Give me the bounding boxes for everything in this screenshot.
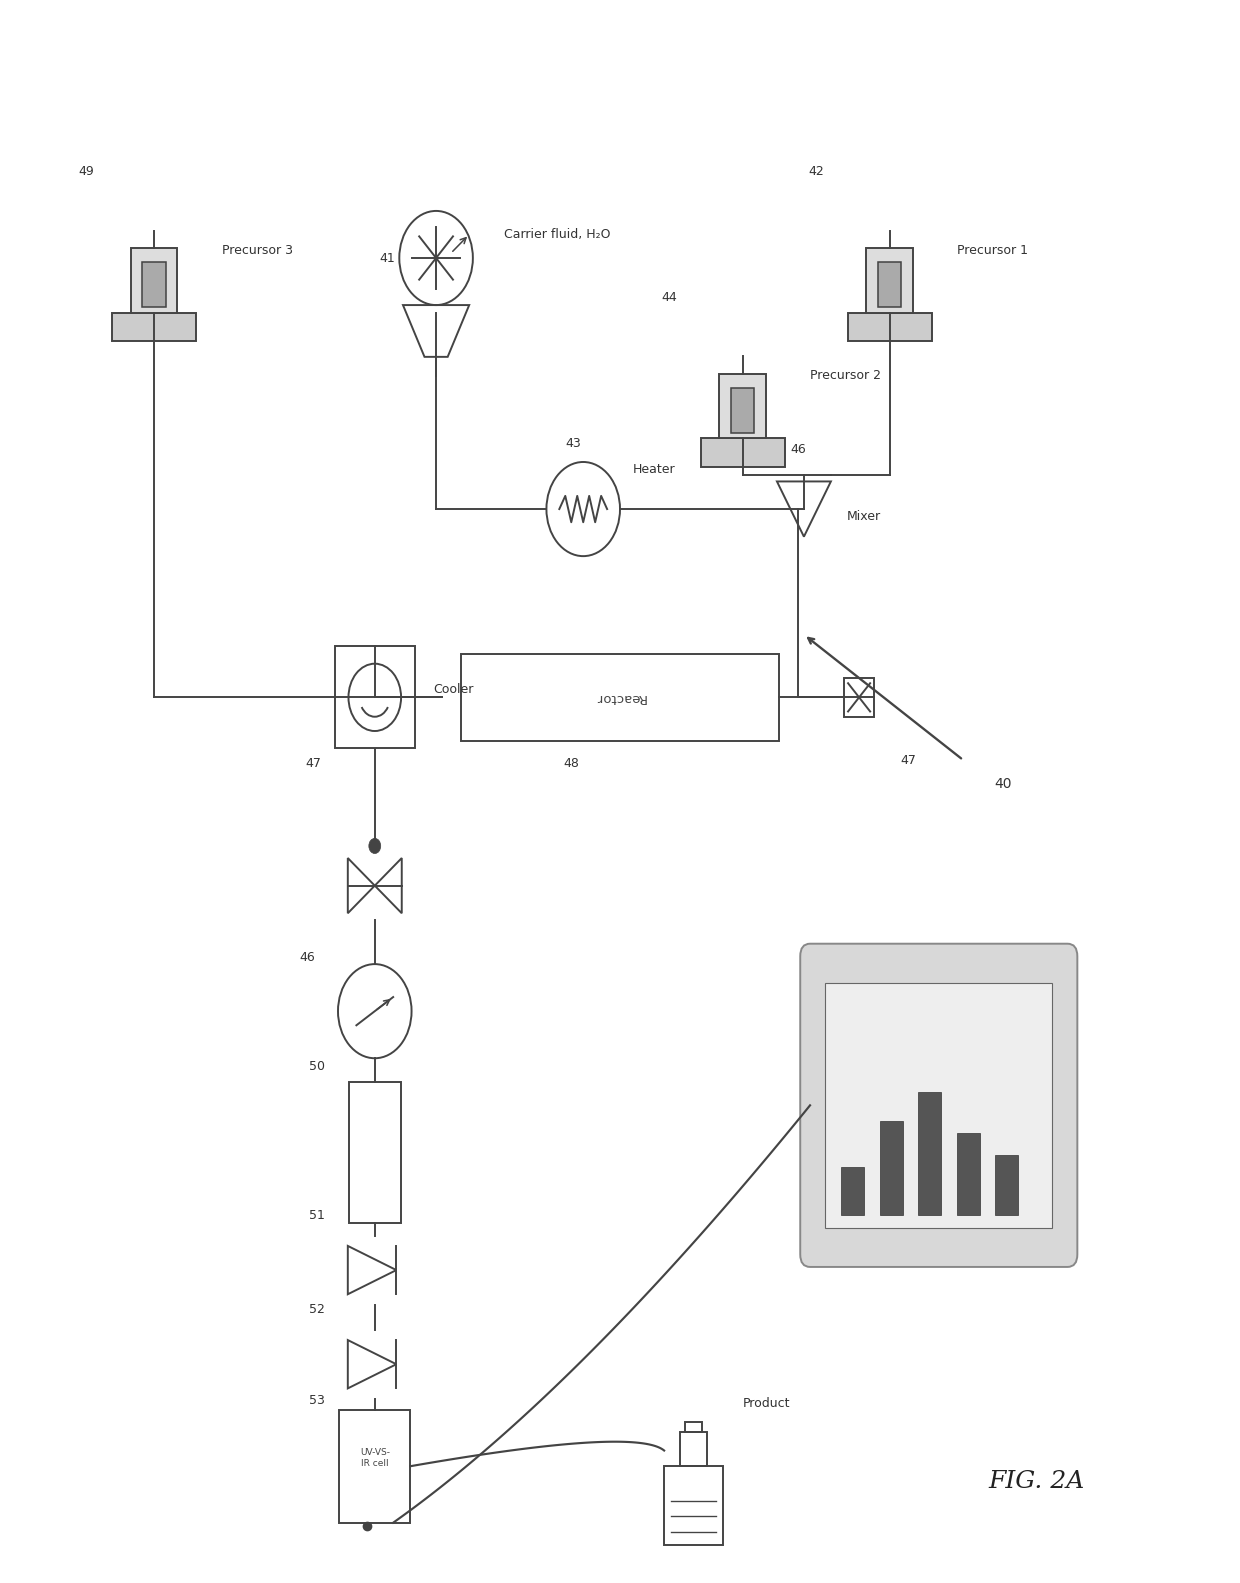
FancyBboxPatch shape [800, 943, 1078, 1266]
Text: Heater: Heater [632, 464, 675, 476]
Text: 42: 42 [808, 165, 825, 179]
Text: Cooler: Cooler [434, 682, 474, 697]
Bar [730, 388, 754, 432]
Bar [996, 1156, 1018, 1216]
Text: 49: 49 [79, 165, 94, 179]
Bar [826, 983, 1052, 1227]
Text: FIG. 2A: FIG. 2A [988, 1471, 1085, 1493]
Text: Precursor 2: Precursor 2 [810, 369, 882, 382]
Bar [460, 654, 780, 741]
Text: 44: 44 [661, 291, 677, 304]
Bar [867, 249, 913, 313]
Text: 40: 40 [994, 777, 1012, 790]
Text: 53: 53 [309, 1393, 325, 1407]
Bar [880, 1121, 903, 1216]
Text: 48: 48 [563, 757, 579, 769]
Bar [143, 263, 166, 307]
Bar [348, 1081, 401, 1224]
Bar [701, 438, 785, 467]
Bar [719, 374, 766, 438]
Text: 47: 47 [305, 757, 321, 769]
Bar [878, 263, 901, 307]
Text: 46: 46 [300, 951, 315, 964]
Bar [919, 1092, 941, 1216]
Text: 51: 51 [309, 1209, 325, 1222]
Text: Reactor: Reactor [594, 690, 646, 704]
Bar [335, 646, 414, 749]
Bar [684, 1422, 702, 1431]
Bar [665, 1466, 723, 1545]
Bar [130, 249, 177, 313]
Text: 52: 52 [309, 1303, 325, 1315]
Text: Precursor 3: Precursor 3 [222, 244, 293, 256]
Bar [848, 313, 931, 342]
Text: Precursor 1: Precursor 1 [957, 244, 1028, 256]
Text: 41: 41 [379, 252, 394, 264]
Text: 47: 47 [900, 754, 916, 766]
Text: 43: 43 [565, 437, 582, 450]
Bar [340, 1410, 410, 1523]
Text: Mixer: Mixer [847, 510, 880, 524]
Text: UV-VS-
IR cell: UV-VS- IR cell [360, 1448, 389, 1469]
Bar [112, 313, 196, 342]
Bar [957, 1133, 980, 1216]
Bar [842, 1167, 864, 1216]
Text: 46: 46 [790, 443, 806, 456]
Text: Carrier fluid, H₂O: Carrier fluid, H₂O [503, 228, 610, 241]
Bar [843, 678, 874, 717]
Text: 50: 50 [309, 1059, 325, 1073]
Circle shape [368, 839, 381, 853]
Text: Product: Product [743, 1396, 790, 1410]
Bar [681, 1431, 707, 1466]
